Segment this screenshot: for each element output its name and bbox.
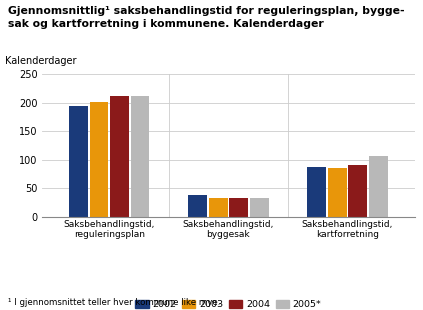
Bar: [250, 198, 269, 217]
Bar: [110, 95, 129, 217]
Text: Kalenderdager: Kalenderdager: [5, 56, 77, 66]
Text: ¹ I gjennomsnittet teller hver kommune like mye.: ¹ I gjennomsnittet teller hver kommune l…: [8, 298, 221, 307]
Bar: [229, 198, 248, 217]
Bar: [349, 165, 367, 217]
Bar: [209, 197, 228, 217]
Bar: [69, 106, 88, 217]
Bar: [369, 156, 387, 217]
Text: Gjennomsnittlig¹ saksbehandlingstid for reguleringsplan, bygge-
sak og kartforre: Gjennomsnittlig¹ saksbehandlingstid for …: [8, 6, 405, 29]
Bar: [131, 96, 149, 217]
Legend: 2002, 2003, 2004, 2005*: 2002, 2003, 2004, 2005*: [132, 296, 325, 310]
Bar: [328, 168, 347, 217]
Bar: [308, 167, 326, 217]
Bar: [90, 102, 108, 217]
Bar: [188, 195, 207, 217]
